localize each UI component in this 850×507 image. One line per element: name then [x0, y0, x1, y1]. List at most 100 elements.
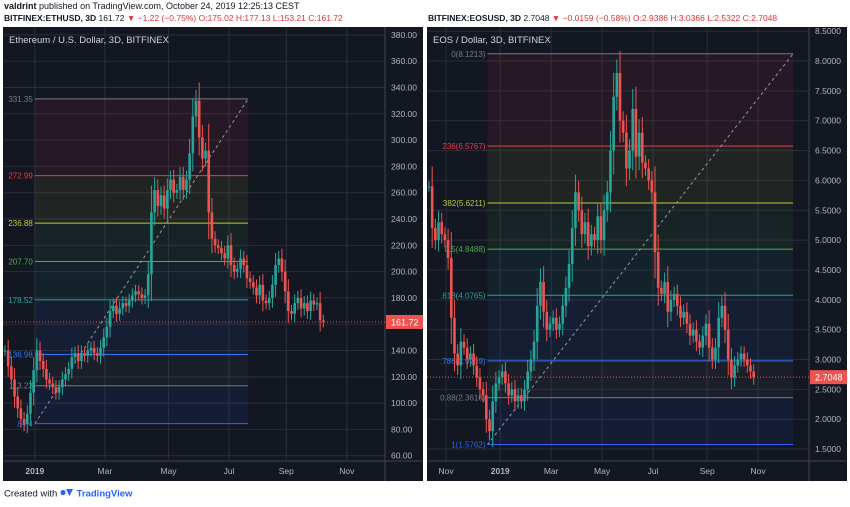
current-price-label: 2.7048 [815, 373, 843, 383]
y-tick-label: 220.00 [391, 240, 417, 250]
fib-level-label: 207.70 [8, 257, 33, 266]
candle-body [577, 192, 580, 211]
candle-body [746, 359, 749, 366]
fib-level-label: 0.88(2.3616) [440, 394, 486, 403]
candle-body [558, 323, 561, 330]
candle-body [704, 323, 708, 336]
candle-body [201, 137, 204, 159]
candle-body [70, 357, 74, 369]
candle-body [245, 265, 249, 279]
candle-body [491, 401, 494, 432]
fib-level-label: 272.99 [8, 172, 33, 181]
candle-body [207, 150, 211, 213]
candle-body [223, 253, 226, 259]
candle-body [688, 323, 692, 336]
x-tick-label: 2019 [491, 466, 510, 476]
candle-body [446, 240, 450, 259]
candle-body [485, 395, 488, 420]
right-symbol: BITFINEX:EOSUSD, 3D [428, 13, 522, 23]
candle-body [478, 377, 482, 390]
x-tick-label: Nov [339, 466, 355, 476]
candle-body [717, 317, 720, 348]
candle-body [612, 96, 615, 151]
y-tick-label: 260.00 [391, 188, 417, 198]
candle-body [159, 195, 163, 206]
fib-zone [487, 53, 794, 146]
candle-body [290, 311, 293, 314]
candle-body [682, 311, 685, 318]
fib-level-label: 0(8.1213) [451, 50, 486, 59]
candle-body [140, 293, 144, 298]
candle-body [749, 365, 752, 372]
candle-body [545, 311, 549, 330]
y-tick-label: 380.00 [391, 30, 417, 40]
x-tick-label: Nov [751, 466, 767, 476]
x-tick-label: Sep [700, 466, 715, 476]
candle-body [443, 234, 447, 241]
left-last: 161.72 [98, 13, 125, 23]
left-change: ▼ −1.22 (−0.75%) [126, 13, 197, 23]
right-ohlc: O:2.9386 H:3.0366 L:2.5322 C:2.7048 [633, 13, 778, 23]
candle-body [150, 212, 153, 275]
candle-body [280, 258, 284, 272]
candle-body [35, 350, 39, 371]
fib-zone [487, 397, 794, 445]
candle-body [137, 291, 140, 294]
candle-body [542, 281, 545, 312]
candle-body [57, 387, 61, 393]
candle-body [647, 168, 650, 181]
candle-body [618, 72, 622, 121]
candle-body [67, 368, 70, 375]
candle-body [166, 190, 169, 209]
candle-body [274, 265, 277, 285]
candle-body [299, 297, 303, 309]
candle-body [318, 303, 322, 321]
candle-body [232, 265, 236, 272]
candle-body [691, 329, 695, 336]
candle-body [146, 274, 150, 296]
chart-title: EOS / Dollar, 3D, BITFINEX [433, 35, 551, 46]
candle-body [29, 392, 32, 414]
y-tick-label: 5.5000 [815, 205, 841, 215]
tradingview-logo-icon[interactable] [60, 488, 74, 500]
candle-body [650, 180, 654, 193]
candle-body [583, 222, 587, 235]
candle-body [453, 317, 456, 354]
candle-body [494, 383, 498, 402]
right-last: 2.7048 [523, 13, 550, 23]
y-tick-label: 6.5000 [815, 146, 841, 156]
candle-body [248, 278, 252, 283]
tradingview-brand[interactable]: TradingView [76, 488, 133, 500]
candle-body [73, 353, 77, 358]
candle-body [510, 389, 514, 396]
candle-body [89, 347, 93, 351]
candle-body [462, 341, 466, 348]
candle-body [720, 305, 724, 318]
fib-level-label: 113.23 [9, 382, 33, 391]
candle-body [92, 347, 96, 354]
x-tick-label: Mar [544, 466, 559, 476]
eth-chart-panel[interactable]: 380.00 360.00 340.00 320.00 300.00 280.00 260.… [3, 27, 423, 481]
fib-level-label: 382(5.6211) [443, 199, 486, 208]
candle-body [593, 234, 596, 241]
fib-level-label: 1(1.5762) [451, 441, 486, 450]
eos-chart-panel[interactable]: 8.5000 8.0000 7.5000 7.0000 6.5000 6.0000 5.50… [427, 27, 847, 481]
candle-body [229, 245, 233, 266]
y-tick-label: 300.00 [391, 135, 417, 145]
candle-body [644, 162, 647, 169]
eth-chart[interactable]: 380.00 360.00 340.00 320.00 300.00 280.00 260.… [3, 27, 423, 481]
candle-body [6, 350, 10, 367]
candle-body [105, 326, 109, 338]
author-name[interactable]: valdrint [4, 1, 37, 11]
x-tick-label: 2019 [25, 466, 44, 476]
candle-body [516, 395, 520, 402]
candle-body [679, 305, 682, 318]
fib-level-label: 178.52 [8, 296, 33, 305]
candle-body [83, 353, 86, 356]
candle-body [210, 212, 214, 239]
candle-body [86, 350, 90, 356]
candle-body [181, 176, 185, 191]
candle-body [134, 291, 137, 296]
eos-chart[interactable]: 8.5000 8.0000 7.5000 7.0000 6.5000 6.0000 5.50… [427, 27, 847, 481]
candle-body [736, 359, 740, 366]
